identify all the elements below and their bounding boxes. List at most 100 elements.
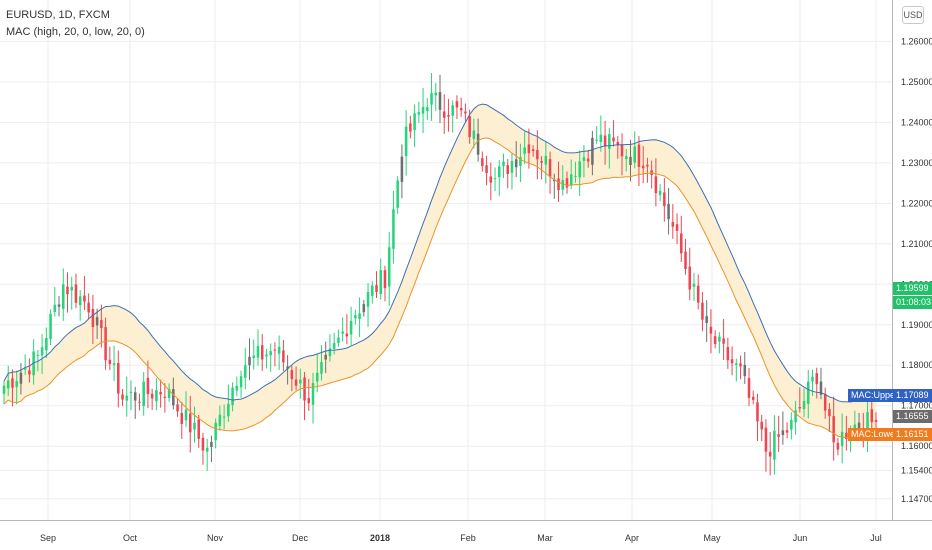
candle-body [468,116,471,138]
candle-body [409,123,412,132]
candle-body [387,247,391,287]
candle-body [40,347,44,356]
candle-body [701,302,704,320]
candle-body [726,346,730,361]
candle-body [413,113,416,131]
x-tick-label: Jun [793,533,808,543]
candle-body [680,233,683,254]
candle-body [688,266,692,290]
candle-body [671,222,675,227]
candle-body [23,367,27,370]
candle-body [375,285,378,292]
candle-body [713,336,717,344]
candle-body [159,392,162,395]
candle-body [705,316,708,323]
candle-body [87,302,90,313]
candle-body [760,421,763,430]
candle-body [514,159,518,168]
candle-body [6,380,10,389]
x-tick-label: Sep [40,533,56,543]
candle-body [476,133,480,155]
candle-body [591,137,594,165]
candle-body [718,336,721,342]
candle-body [553,179,556,182]
candle-body [620,144,624,157]
candle-body [129,391,133,393]
candle-body [438,92,442,110]
candle-body [485,165,488,174]
candle-body [654,176,658,194]
candle-body [675,224,679,231]
candle-body [823,393,827,411]
candle-body [493,178,497,180]
symbol-title: EURUSD, 1D, FXCM [6,9,110,21]
candle-body [15,381,18,387]
candle-body [277,346,281,354]
candle-body [78,296,82,306]
y-tick-label: 1.23000 [901,158,932,168]
candle-body [845,432,848,440]
candle-body [870,409,874,423]
candle-body [227,403,230,417]
candle-body [45,338,48,351]
y-tick-label: 1.26000 [901,36,932,46]
candle-body [794,410,797,423]
candle-body [790,419,793,430]
candle-body [637,144,641,167]
candle-body [252,355,256,358]
y-tick-label: 1.15400 [901,465,932,475]
candle-body [663,192,666,207]
candle-body [138,401,141,403]
candle-body [836,442,840,450]
candle-body [743,364,747,377]
candle-body [74,284,78,303]
candle-body [773,430,776,460]
candle-body [764,427,768,452]
candle-body [49,313,52,339]
x-tick-label: Dec [292,533,309,543]
candle-body [222,416,226,418]
candle-body [874,420,878,422]
lower-band-label: MAC:Lower [848,428,902,441]
candle-body [426,107,429,111]
candle-body [768,451,772,457]
candle-body [497,166,501,178]
candle-body [28,370,31,375]
candle-body [730,359,734,364]
candle-body [569,174,573,186]
lower-band-value: 1.16151 [893,428,932,441]
candle-body [692,283,696,287]
candle-body [256,346,260,358]
candle-body [121,394,124,400]
candle-body [489,176,493,183]
countdown-tag: 01:08:03 [893,296,932,309]
candle-body [324,354,327,360]
candle-body [235,385,239,391]
candle-body [696,285,700,303]
candle-body [57,304,61,307]
y-tick-label: 1.14700 [901,494,932,504]
candle-body [299,379,302,384]
candle-body [239,376,243,388]
candle-body [205,447,209,452]
candle-body [70,286,73,291]
candle-body [544,155,548,165]
candle-body [95,317,99,326]
candle-body [629,156,632,166]
currency-button[interactable]: USD [902,6,924,24]
candle-body [527,144,531,154]
candle-body [523,147,526,154]
candle-body [646,164,649,167]
candle-body [315,372,319,382]
candle-body [337,337,340,343]
x-tick-label: Oct [123,533,138,543]
candle-body [366,291,370,307]
candle-body [548,159,552,177]
candle-body [832,416,835,443]
x-tick-label: Feb [460,533,476,543]
candle-body [218,414,222,426]
candle-body [565,178,569,188]
candle-body [866,412,869,433]
candle-body [442,111,446,118]
